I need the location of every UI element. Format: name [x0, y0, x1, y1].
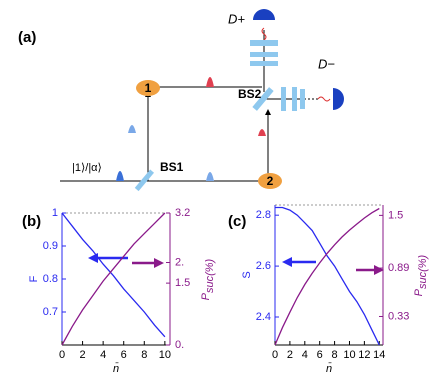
x-tick-label: 14: [373, 349, 385, 361]
x-tick-label: 8: [141, 349, 147, 361]
y2-axis-label-main: P: [200, 292, 212, 300]
y-tick-label: 1: [52, 207, 58, 219]
y-tick-label: 0.7: [43, 306, 58, 318]
input-label: |1⟩/|α⟩: [72, 162, 102, 174]
y-axis-label: S: [241, 271, 253, 278]
x-tick-label: 2: [287, 349, 293, 361]
y2-tick-label: 1.5: [388, 209, 403, 221]
series-line: [61, 212, 166, 346]
x-axis-label: n̄: [113, 362, 119, 375]
node-label: 1: [145, 81, 152, 95]
annotation-arrows: [88, 253, 384, 275]
x-tick-label: 4: [100, 349, 106, 361]
panel-label: (c): [228, 213, 246, 230]
pulses: [116, 77, 266, 181]
detector-label: D+: [228, 11, 245, 26]
y-tick-label: 2.6: [256, 260, 271, 272]
y2-tick-label: 1.5: [175, 277, 190, 289]
node-label: 2: [267, 174, 274, 188]
panel-label: (b): [22, 213, 41, 230]
x-tick-label: 2: [80, 349, 86, 361]
y2-tick-label: 2.: [175, 256, 184, 268]
node: [136, 80, 160, 96]
detector: [253, 9, 275, 20]
y-tick-label: 2.8: [256, 209, 271, 221]
y2-axis-label-sub: suc(%): [417, 254, 429, 289]
panel-label: (a): [18, 29, 36, 46]
x-tick-label: 12: [358, 349, 370, 361]
x-tick-label: 0: [59, 349, 65, 361]
wire: [261, 27, 267, 41]
x-axis-label: n̄: [326, 362, 332, 375]
y2-axis-label-main: P: [413, 288, 425, 296]
y2-tick-label: 0.: [175, 339, 184, 351]
y-tick-label: 0.9: [43, 240, 58, 252]
wire: [317, 96, 331, 102]
series-line: [275, 206, 380, 346]
plot-frame: [274, 204, 384, 346]
optics: [134, 40, 305, 192]
x-tick-label: 10: [159, 349, 171, 361]
detector: [333, 88, 344, 110]
bs-label: BS2: [238, 87, 262, 101]
detector-label: D−: [318, 56, 335, 71]
series-line: [61, 212, 166, 338]
y2-tick-label: 0.33: [388, 310, 409, 322]
x-tick-label: 10: [343, 349, 355, 361]
x-tick-label: 8: [332, 349, 338, 361]
y2-axis-label-sub: suc(%): [204, 258, 216, 293]
node: [258, 173, 282, 189]
y-axis-label: F: [28, 275, 40, 282]
x-tick-label: 6: [317, 349, 323, 361]
y-tick-label: 2.4: [256, 311, 271, 323]
y-tick-label: 0.8: [43, 273, 58, 285]
y2-tick-label: 3.2: [175, 207, 190, 219]
x-tick-label: 0: [272, 349, 278, 361]
x-tick-label: 6: [121, 349, 127, 361]
series-line: [274, 207, 380, 346]
bs-label: BS1: [160, 160, 184, 174]
x-tick-label: 4: [302, 349, 308, 361]
y2-tick-label: 0.89: [388, 262, 409, 274]
beam-paths: [60, 30, 318, 184]
